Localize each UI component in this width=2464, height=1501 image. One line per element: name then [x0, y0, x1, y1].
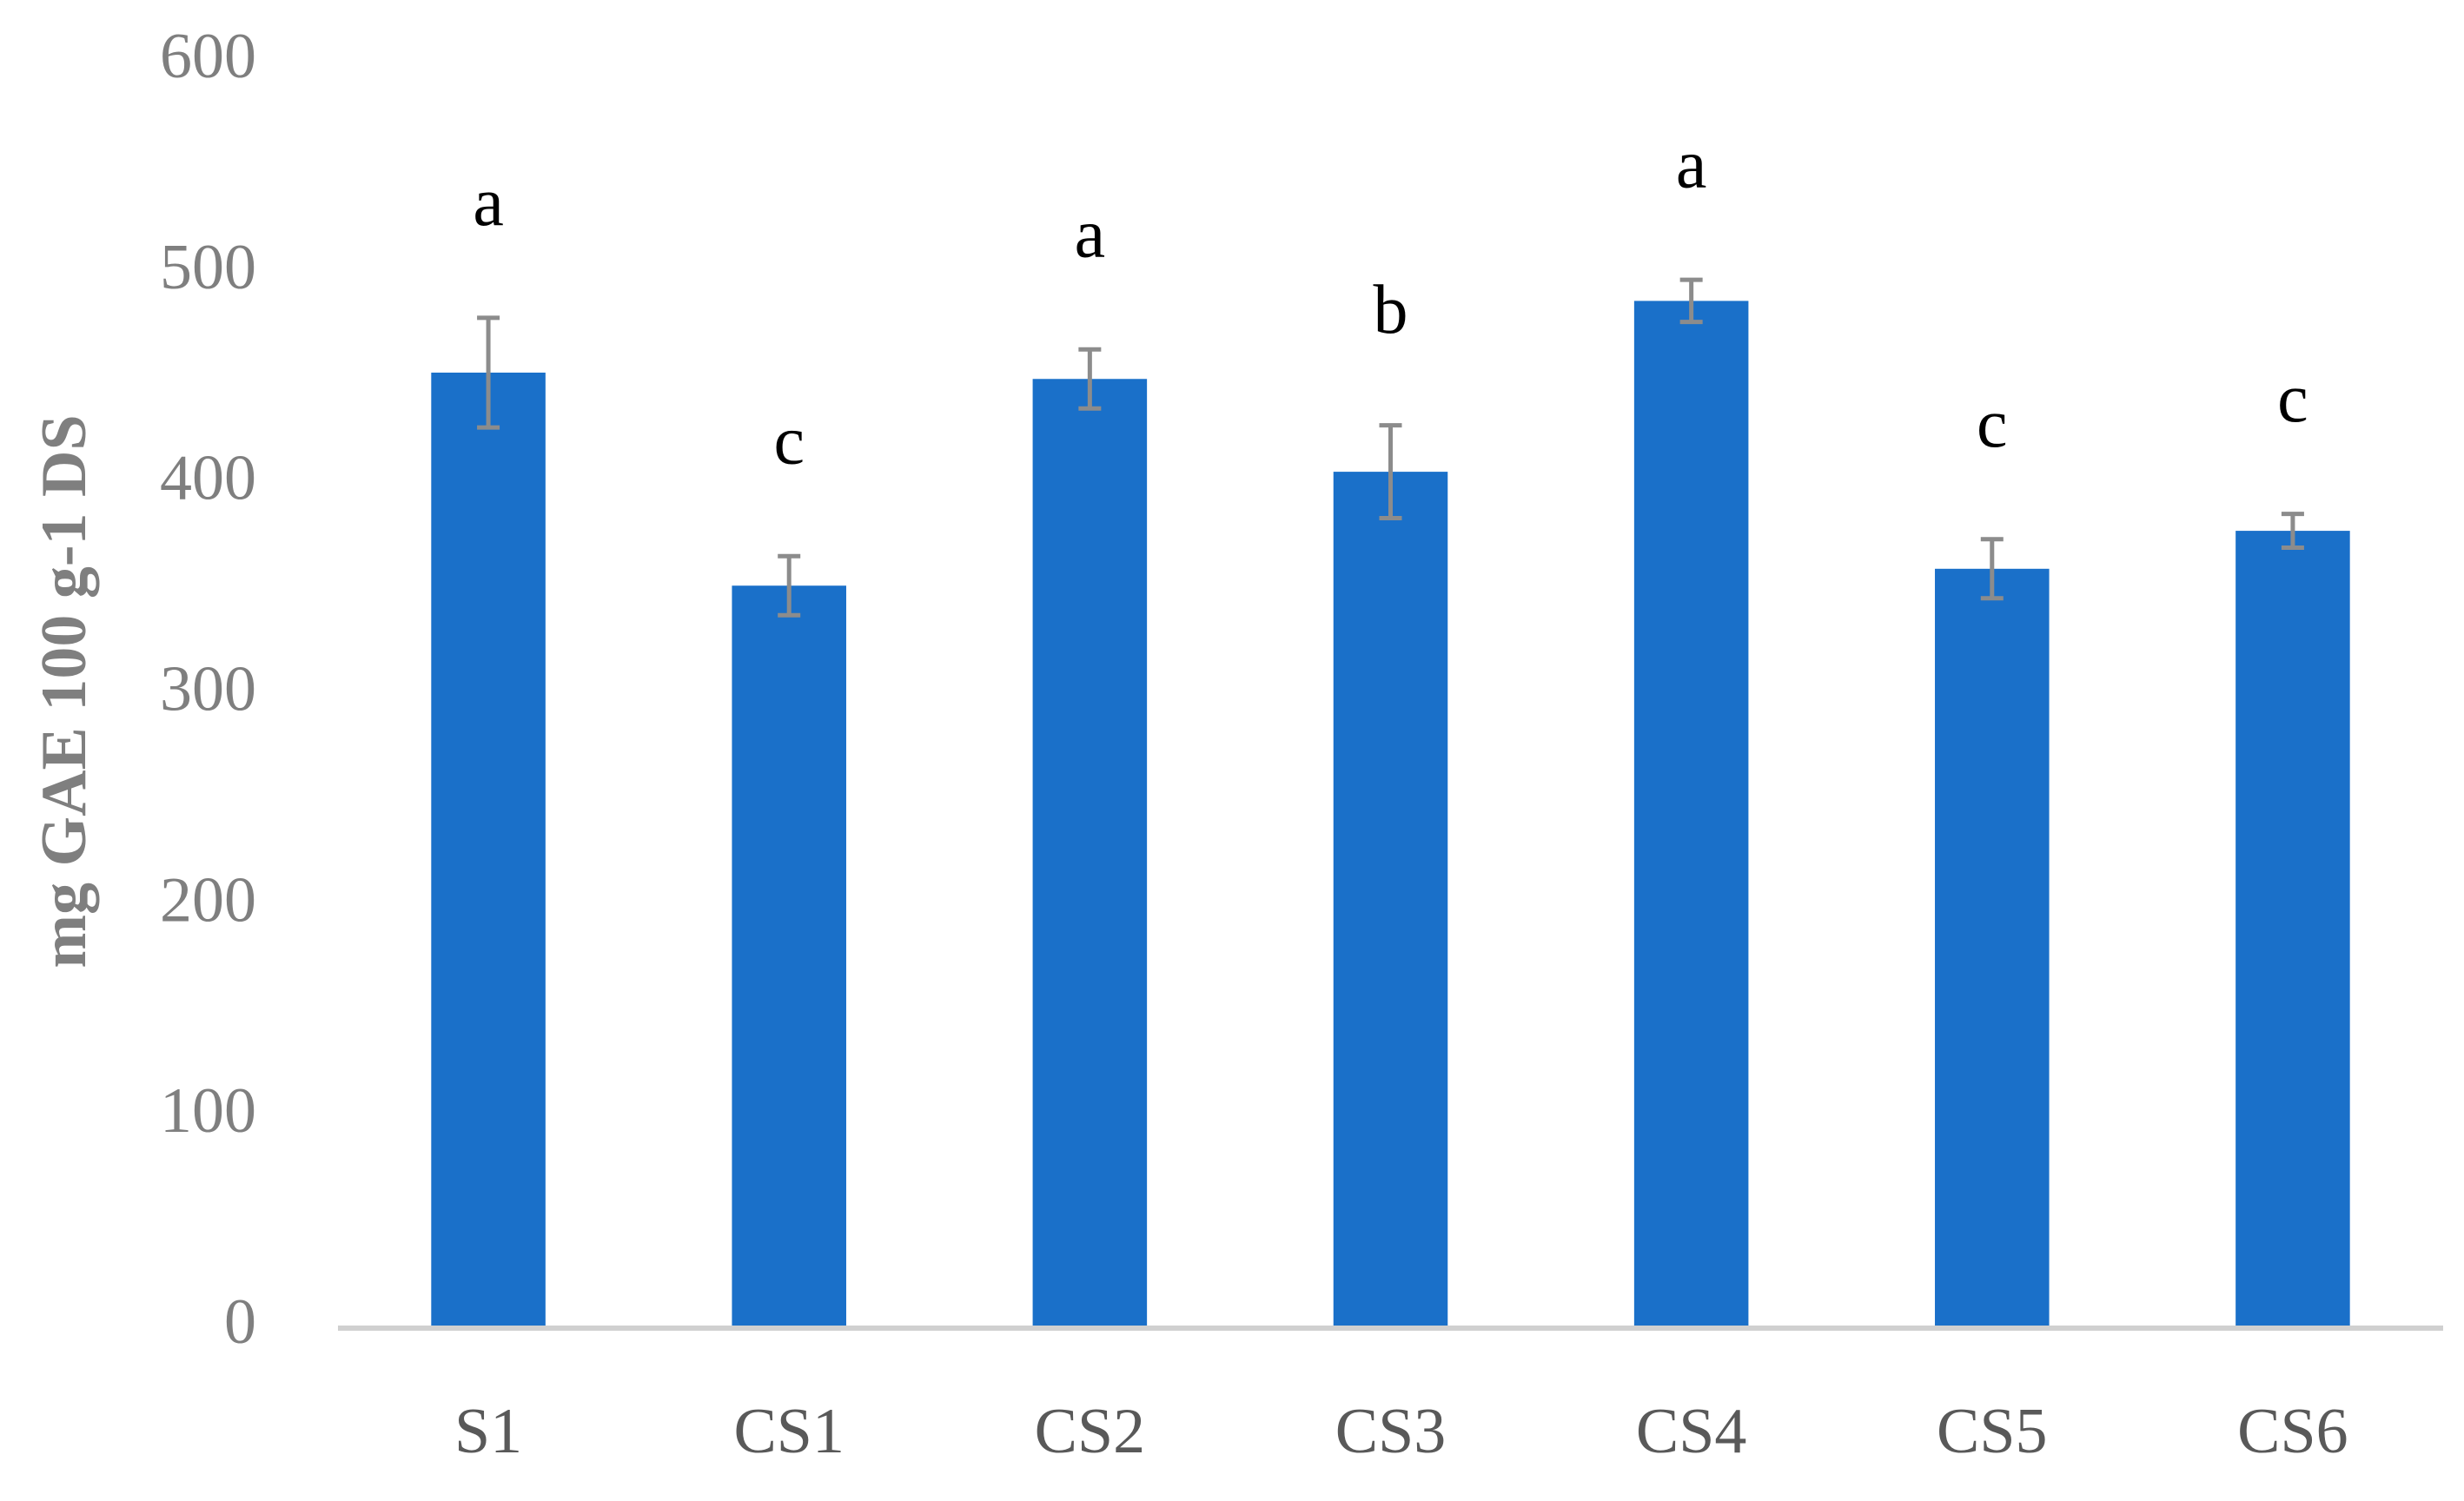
bar: [1633, 301, 1749, 1329]
x-tick-label: CS1: [733, 1396, 845, 1467]
x-tick-label: CS6: [2237, 1396, 2348, 1467]
bar: [2235, 531, 2350, 1328]
significance-letter: a: [1676, 126, 1707, 202]
x-tick-label: CS5: [1937, 1396, 2048, 1467]
y-tick-label: 200: [160, 864, 256, 936]
significance-letter: b: [1374, 272, 1408, 348]
y-tick-label: 100: [160, 1075, 256, 1147]
bar: [1935, 568, 2050, 1328]
y-axis-label: mg GAE 100 g-1 DS: [29, 414, 100, 968]
significance-letter: c: [1977, 386, 2008, 462]
y-tick-label: 300: [160, 653, 256, 724]
significance-letter: a: [473, 164, 504, 241]
bar: [431, 372, 546, 1329]
x-tick-label: CS2: [1035, 1396, 1146, 1467]
y-tick-label: 500: [160, 232, 256, 303]
x-tick-label: CS3: [1335, 1396, 1447, 1467]
significance-letter: c: [773, 403, 805, 479]
y-tick-label: 600: [160, 21, 256, 92]
significance-letter: a: [1075, 196, 1106, 273]
bar: [1032, 379, 1148, 1328]
bar: [732, 585, 846, 1328]
bar: [1333, 472, 1448, 1328]
significance-letter: c: [2277, 360, 2308, 437]
y-tick-label: 0: [224, 1286, 256, 1358]
x-tick-label: CS4: [1636, 1396, 1747, 1467]
x-tick-label: S1: [454, 1396, 522, 1467]
y-tick-label: 400: [160, 443, 256, 514]
